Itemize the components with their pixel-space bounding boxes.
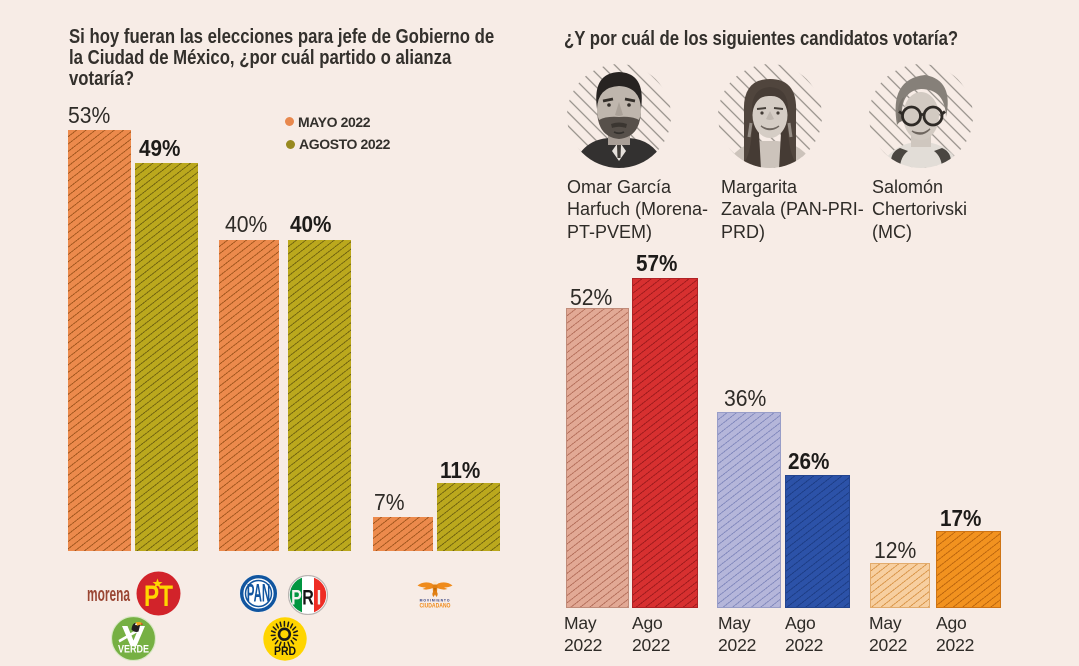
svg-text:VERDE: VERDE (118, 644, 149, 656)
svg-text:P: P (291, 585, 302, 609)
svg-text:R: R (302, 585, 314, 609)
svg-text:CIUDADANO: CIUDADANO (420, 603, 451, 610)
svg-text:morena: morena (87, 586, 131, 604)
svg-text:I: I (317, 585, 321, 609)
svg-text:PRD: PRD (274, 646, 296, 658)
svg-text:MOVIMIENTO: MOVIMIENTO (420, 599, 451, 603)
svg-text:PAN: PAN (246, 579, 270, 607)
